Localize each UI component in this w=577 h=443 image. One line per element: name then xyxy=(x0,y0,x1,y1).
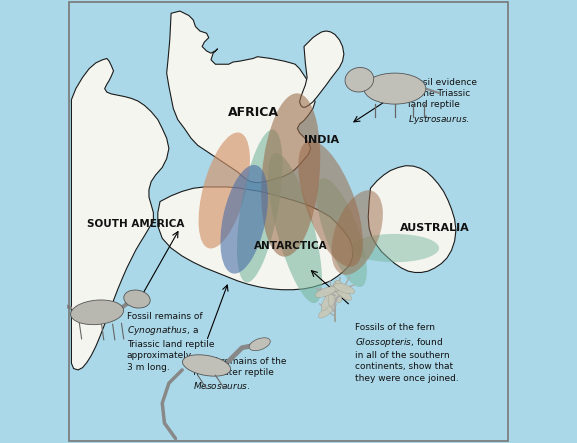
Polygon shape xyxy=(299,31,344,107)
Polygon shape xyxy=(72,58,169,370)
Polygon shape xyxy=(167,11,315,183)
Text: ANTARCTICA: ANTARCTICA xyxy=(254,241,328,251)
Polygon shape xyxy=(368,166,456,272)
Ellipse shape xyxy=(334,285,351,300)
Ellipse shape xyxy=(328,284,337,307)
Ellipse shape xyxy=(350,234,439,262)
Ellipse shape xyxy=(220,165,268,274)
Text: INDIA: INDIA xyxy=(304,135,339,144)
Ellipse shape xyxy=(319,303,336,318)
Ellipse shape xyxy=(364,73,426,104)
Ellipse shape xyxy=(182,355,231,376)
Ellipse shape xyxy=(316,178,367,287)
Ellipse shape xyxy=(249,338,270,351)
Text: Fossil evidence
of the Triassic
land reptile
$\it{Lystrosaurus}$.: Fossil evidence of the Triassic land rep… xyxy=(408,78,477,125)
Text: SOUTH AMERICA: SOUTH AMERICA xyxy=(87,219,185,229)
Ellipse shape xyxy=(70,300,123,325)
Text: Fossils of the fern
$\it{Glossopteris}$, found
in all of the southern
continents: Fossils of the fern $\it{Glossopteris}$,… xyxy=(355,323,459,383)
Ellipse shape xyxy=(124,290,150,308)
Ellipse shape xyxy=(321,291,334,311)
Ellipse shape xyxy=(298,141,363,267)
Polygon shape xyxy=(158,187,353,290)
Ellipse shape xyxy=(237,130,283,282)
Text: Fossil remains of
$\it{Cynognathus}$, a
Triassic land reptile
approximately
3 m : Fossil remains of $\it{Cynognathus}$, a … xyxy=(127,312,214,372)
Ellipse shape xyxy=(333,281,342,303)
Ellipse shape xyxy=(334,283,355,294)
Ellipse shape xyxy=(261,93,320,256)
Ellipse shape xyxy=(331,190,383,275)
Ellipse shape xyxy=(336,280,349,300)
Text: AFRICA: AFRICA xyxy=(227,106,279,120)
Text: Fossil remains of the
freshwater reptile
$\it{Mesosaurus}$.: Fossil remains of the freshwater reptile… xyxy=(193,357,287,391)
Text: AUSTRALIA: AUSTRALIA xyxy=(400,223,470,233)
Ellipse shape xyxy=(315,287,336,297)
Ellipse shape xyxy=(198,132,250,249)
Ellipse shape xyxy=(268,153,322,303)
Ellipse shape xyxy=(345,67,374,92)
